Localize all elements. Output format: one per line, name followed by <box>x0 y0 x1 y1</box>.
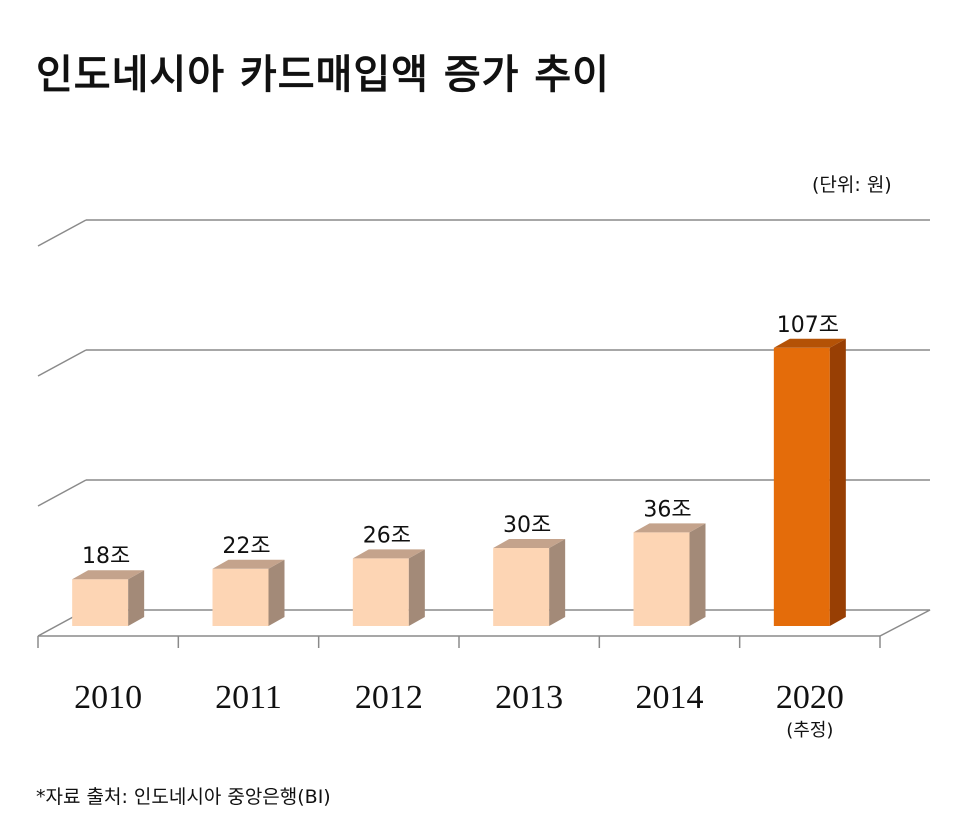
data-label: 18조 <box>82 544 130 569</box>
data-label: 107조 <box>777 313 839 338</box>
x-tick-label: 2013 <box>495 679 563 716</box>
gridline-diagonal <box>37 479 87 507</box>
x-tick-label: 2010 <box>74 679 142 716</box>
bar-front <box>633 532 690 626</box>
bars-layer <box>72 338 846 626</box>
bar-top <box>633 523 706 533</box>
bar-front <box>72 579 129 626</box>
bar-top <box>72 570 145 580</box>
bar-top <box>352 549 425 559</box>
bar <box>212 559 285 626</box>
bar-top <box>773 338 846 348</box>
data-label: 30조 <box>503 513 551 538</box>
gridline-diagonal <box>37 219 87 247</box>
bar-front <box>212 568 269 626</box>
x-tick-label: 2014 <box>636 679 704 716</box>
chart-title: 인도네시아 카드매입액 증가 추이 <box>36 52 610 98</box>
bar <box>352 549 425 626</box>
data-label: 36조 <box>643 497 691 522</box>
x-tick-note: (추정) <box>786 720 833 741</box>
x-tick-label: 2020 <box>776 679 844 716</box>
gridline-diagonal <box>37 349 87 377</box>
x-tick-label: 2012 <box>355 679 423 716</box>
bar-top <box>212 559 285 569</box>
source-note: *자료 출처: 인도네시아 중앙은행(BI) <box>36 786 331 808</box>
bar <box>493 539 566 626</box>
bar-side <box>549 539 566 626</box>
bar-front <box>773 347 830 626</box>
bar <box>633 523 706 626</box>
bar <box>773 338 846 626</box>
bar-side <box>408 549 425 626</box>
bar-front <box>493 548 550 626</box>
data-label: 22조 <box>222 534 270 559</box>
unit-label: (단위: 원) <box>812 174 892 196</box>
bar-top <box>493 539 566 548</box>
x-tick-label: 2011 <box>215 679 282 716</box>
bar-side <box>268 559 285 626</box>
bar-side <box>689 523 706 626</box>
data-label: 26조 <box>363 523 411 548</box>
bar <box>72 570 145 626</box>
bar-front <box>352 558 409 626</box>
bar-side <box>128 570 145 626</box>
bar-side <box>829 338 846 626</box>
labels-layer: 18조 2010 22조 2011 26조 2012 30조 2013 36조 2014 107조 2… <box>74 313 844 741</box>
